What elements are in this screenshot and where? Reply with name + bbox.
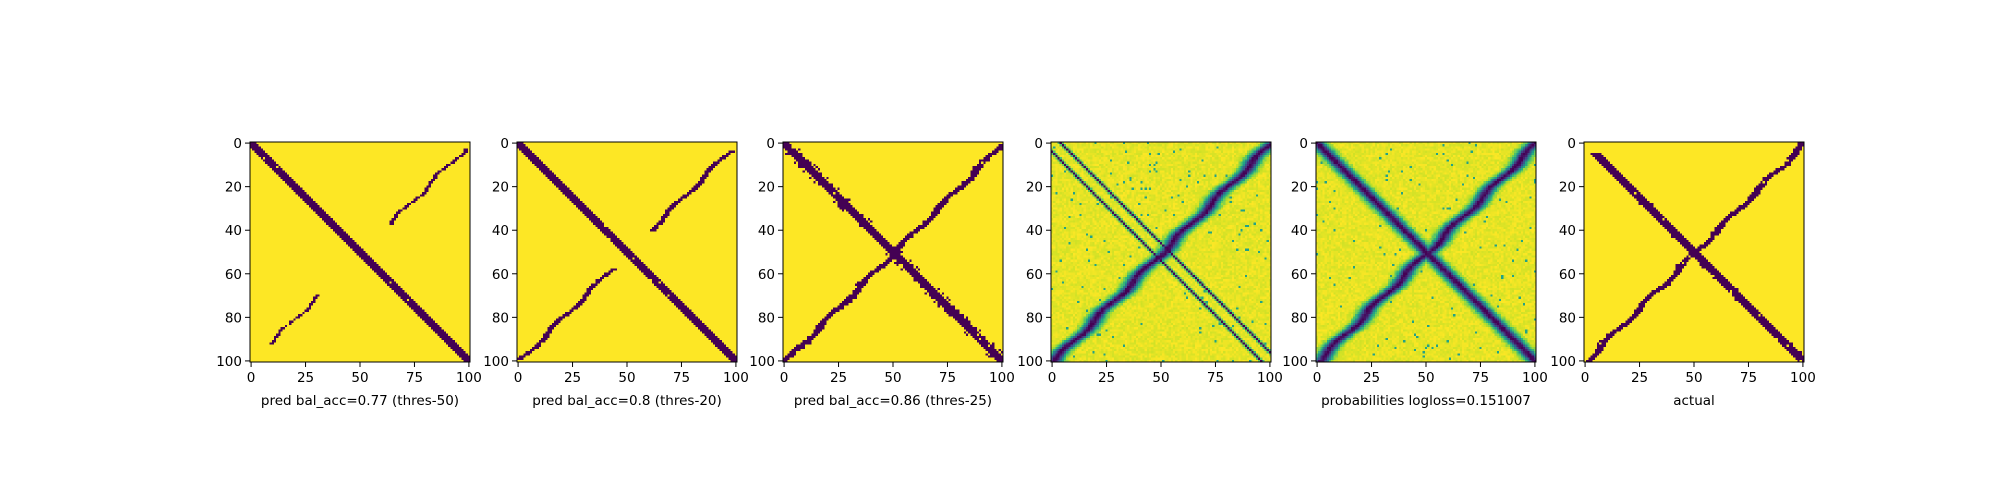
y-tick-label: 100 (1282, 354, 1308, 370)
y-tick-label: 40 (492, 223, 509, 239)
y-tick-label: 20 (492, 180, 509, 196)
x-tick-label: 50 (351, 370, 368, 386)
x-tick-label: 100 (723, 370, 749, 386)
x-tick-label: 0 (1048, 370, 1057, 386)
x-tick-label: 75 (1207, 370, 1224, 386)
y-tick-label: 40 (225, 223, 242, 239)
heatmap-panel-3: 0 25 50 75 100 0 20 40 60 80 100 pred bal_acc=0.86 … (749, 136, 1015, 409)
y-tick-label: 0 (1567, 136, 1576, 152)
x-tick-label: 50 (1685, 370, 1702, 386)
y-tick-label: 20 (758, 180, 775, 196)
x-tick-label: 100 (1257, 370, 1283, 386)
heatmap-image (783, 142, 1003, 362)
heatmap-image (1316, 142, 1536, 362)
y-tick-label: 80 (1026, 310, 1043, 326)
x-tick-label: 100 (1790, 370, 1816, 386)
y-tick-label: 100 (1017, 354, 1043, 370)
y-tick-label: 60 (1291, 267, 1308, 283)
y-tick-label: 100 (483, 354, 509, 370)
x-axis-label: pred bal_acc=0.8 (thres-20) (532, 393, 722, 409)
heatmap-image (517, 142, 737, 362)
x-tick-label: 75 (1472, 370, 1489, 386)
x-tick-label: 0 (780, 370, 789, 386)
x-tick-label: 50 (1417, 370, 1434, 386)
x-tick-label: 75 (673, 370, 690, 386)
x-tick-label: 75 (1740, 370, 1757, 386)
y-tick-label: 0 (1034, 136, 1043, 152)
x-axis-label: actual (1673, 393, 1715, 409)
y-tick-label: 20 (1559, 180, 1576, 196)
y-tick-label: 20 (1026, 180, 1043, 196)
y-tick-label: 80 (758, 310, 775, 326)
heatmap-image (250, 142, 470, 362)
x-tick-label: 100 (989, 370, 1015, 386)
x-tick-label: 25 (297, 370, 314, 386)
y-tick-label: 60 (492, 267, 509, 283)
x-tick-label: 50 (1152, 370, 1169, 386)
y-tick-label: 80 (1559, 310, 1576, 326)
x-axis-label: probabilities logloss=0.151007 (1321, 393, 1531, 409)
y-tick-label: 80 (492, 310, 509, 326)
y-tick-label: 0 (233, 136, 242, 152)
y-tick-label: 40 (758, 223, 775, 239)
x-tick-label: 50 (884, 370, 901, 386)
x-tick-label: 25 (1631, 370, 1648, 386)
heatmap-panel-4: 0 25 50 75 100 0 20 40 60 80 100 (1017, 136, 1283, 386)
x-tick-label: 0 (247, 370, 256, 386)
y-tick-label: 0 (500, 136, 509, 152)
x-tick-label: 75 (406, 370, 423, 386)
x-tick-label: 25 (1363, 370, 1380, 386)
y-tick-label: 100 (216, 354, 242, 370)
x-tick-label: 25 (564, 370, 581, 386)
y-tick-label: 40 (1291, 223, 1308, 239)
y-tick-label: 40 (1026, 223, 1043, 239)
x-tick-label: 25 (830, 370, 847, 386)
y-tick-label: 80 (225, 310, 242, 326)
y-tick-label: 0 (1299, 136, 1308, 152)
y-tick-label: 100 (1550, 354, 1576, 370)
x-tick-label: 0 (1581, 370, 1590, 386)
x-axis-label: pred bal_acc=0.77 (thres-50) (261, 393, 459, 409)
y-tick-label: 80 (1291, 310, 1308, 326)
heatmap-panel-6: 0 25 50 75 100 0 20 40 60 80 100 actual (1550, 136, 1816, 409)
x-tick-label: 100 (456, 370, 482, 386)
x-tick-label: 50 (618, 370, 635, 386)
heatmap-image (1584, 142, 1804, 362)
y-tick-label: 100 (749, 354, 775, 370)
heatmap-panel-1: 0 25 50 75 100 0 20 40 60 80 100 pred bal_acc=0.77 … (216, 136, 482, 409)
y-tick-label: 20 (1291, 180, 1308, 196)
x-tick-label: 0 (514, 370, 523, 386)
y-tick-label: 60 (1026, 267, 1043, 283)
x-tick-label: 0 (1313, 370, 1322, 386)
y-tick-label: 60 (758, 267, 775, 283)
y-tick-label: 20 (225, 180, 242, 196)
y-tick-label: 60 (225, 267, 242, 283)
x-tick-label: 100 (1522, 370, 1548, 386)
y-tick-label: 60 (1559, 267, 1576, 283)
y-tick-label: 40 (1559, 223, 1576, 239)
y-tick-label: 0 (766, 136, 775, 152)
x-tick-label: 25 (1098, 370, 1115, 386)
x-tick-label: 75 (939, 370, 956, 386)
heatmap-image (1051, 142, 1271, 362)
x-axis-label: pred bal_acc=0.86 (thres-25) (794, 393, 992, 409)
heatmap-panel-5: 0 25 50 75 100 0 20 40 60 80 100 probabilities logl… (1282, 136, 1548, 409)
